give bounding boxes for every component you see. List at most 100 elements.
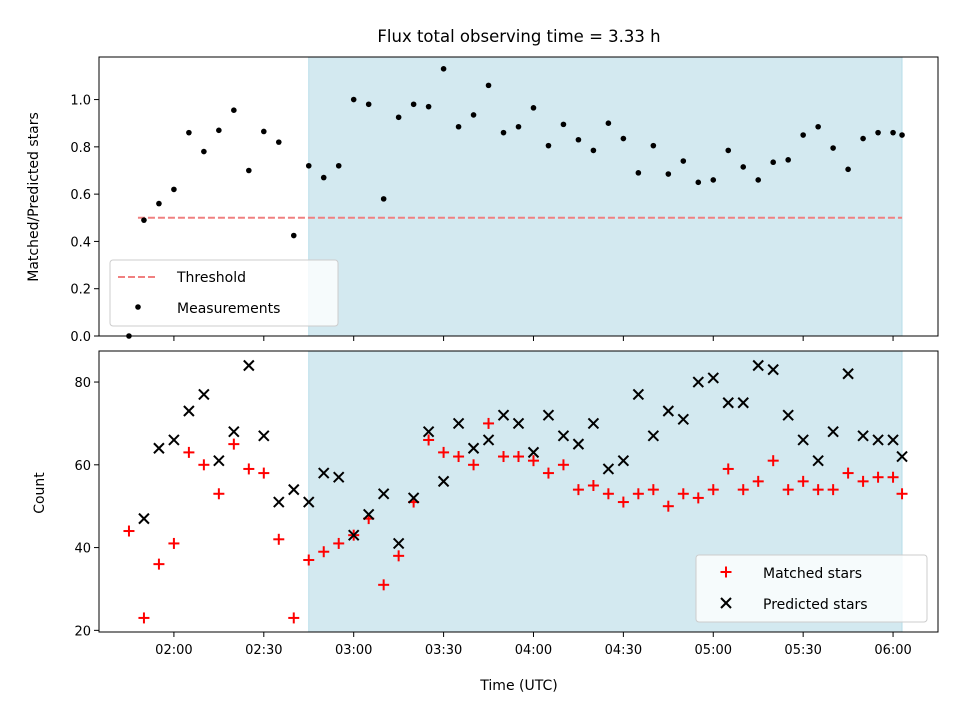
x-b [168, 434, 180, 446]
x-b [333, 471, 345, 483]
measurement-point [455, 123, 462, 130]
measurement-point [380, 196, 387, 202]
x-b [767, 363, 779, 376]
top-ratio-panel: 0.0 0.2 0.4 0.6 0.8 1.0 Threshold Measurements [70, 56, 939, 345]
matched-star-point [872, 471, 884, 483]
x-tick-label: 02:00 [155, 643, 192, 658]
predicted-star-point [707, 372, 719, 384]
matched-star-point [602, 488, 614, 500]
x-b [512, 417, 525, 430]
x-b [138, 512, 150, 525]
x-b [452, 417, 465, 430]
measurement-point [695, 179, 702, 186]
observing-span [308, 56, 903, 337]
measurement-point [725, 147, 732, 154]
legend-box [695, 554, 928, 623]
matched-star-point [812, 484, 824, 496]
x-b [782, 409, 794, 421]
x-tick-label: 04:00 [515, 643, 552, 658]
measurement-point [530, 105, 537, 111]
matched-star-point [198, 459, 210, 471]
measurement-point [231, 107, 237, 113]
predicted-star-point [662, 405, 675, 417]
predicted-star-point [692, 376, 704, 388]
predicted-star-point [842, 368, 854, 380]
matched-star-point [752, 475, 764, 487]
measurement-point [755, 177, 762, 183]
predicted-star-point [497, 409, 510, 421]
matched-star-point [483, 417, 495, 429]
predicted-star-point [812, 454, 824, 467]
matched-star-point [438, 446, 450, 458]
matched-star-point [842, 467, 854, 479]
matched-star-point [647, 484, 659, 496]
x-b [542, 409, 555, 421]
measurement-point [305, 162, 312, 169]
predicted-star-point [213, 454, 225, 467]
measurement-point [275, 139, 282, 145]
matched-star-point [887, 471, 899, 483]
measurement-point [605, 120, 612, 127]
predicted-star-point [557, 430, 570, 442]
x-b [347, 529, 360, 541]
y-tick-label: 0.4 [70, 235, 91, 250]
matched-star-point [138, 612, 150, 624]
matched-star-point [378, 579, 390, 591]
matched-star-point [333, 537, 345, 549]
matched-star-point [587, 479, 599, 491]
legend-measurement-swatch [135, 304, 141, 310]
matched-star-point [572, 484, 584, 496]
measurement-point [590, 147, 597, 154]
x-b [198, 388, 210, 401]
predicted-star-point [452, 417, 465, 430]
measurement-point [425, 103, 432, 110]
x-b [362, 508, 375, 521]
predicted-star-point [228, 425, 240, 438]
measurement-point [201, 148, 207, 155]
measurement-point [770, 159, 776, 166]
x-b [647, 430, 660, 442]
y-tick-label: 60 [74, 459, 91, 474]
predicted-star-point [138, 512, 150, 525]
y-tick-label: 20 [74, 624, 91, 639]
matched-star-point [857, 475, 869, 487]
predicted-star-point [872, 434, 884, 446]
matched-star-point [662, 500, 674, 512]
predicted-star-point [782, 409, 794, 421]
measurement-point [141, 217, 147, 223]
measurement-point [899, 132, 905, 138]
x-b [872, 434, 884, 446]
measurement-point [395, 114, 402, 121]
x-axis-label: Time (UTC) [479, 678, 557, 694]
measurement-point [485, 82, 492, 89]
predicted-star-point [527, 446, 540, 459]
x-b [482, 434, 495, 446]
measurement-point [635, 170, 642, 176]
x-b [896, 450, 908, 463]
x-tick-label: 05:30 [784, 643, 821, 658]
x-b [677, 413, 690, 425]
measurement-point [560, 121, 567, 128]
x-b [228, 425, 240, 438]
matched-star-point [692, 492, 704, 504]
x-b [243, 359, 255, 372]
matched-star-point [498, 451, 510, 463]
y-tick-label: 80 [74, 376, 91, 391]
matched-star-point [393, 550, 405, 562]
matched-star-point [318, 546, 330, 558]
measurement-point [830, 145, 836, 151]
matched-star-point [453, 451, 465, 463]
matched-star-point [123, 525, 135, 537]
x-b [662, 405, 675, 417]
bottom-y-axis-label: Count [32, 472, 48, 514]
matched-star-point [677, 488, 689, 500]
x-tick-label: 02:30 [245, 643, 282, 658]
matched-star-point [767, 455, 779, 467]
x-b [797, 434, 809, 446]
measurement-point [545, 142, 552, 149]
legend-measurement-label: Measurements [177, 301, 280, 317]
predicted-star-point [587, 417, 600, 430]
predicted-star-point [752, 359, 764, 372]
measurement-point [216, 127, 222, 134]
